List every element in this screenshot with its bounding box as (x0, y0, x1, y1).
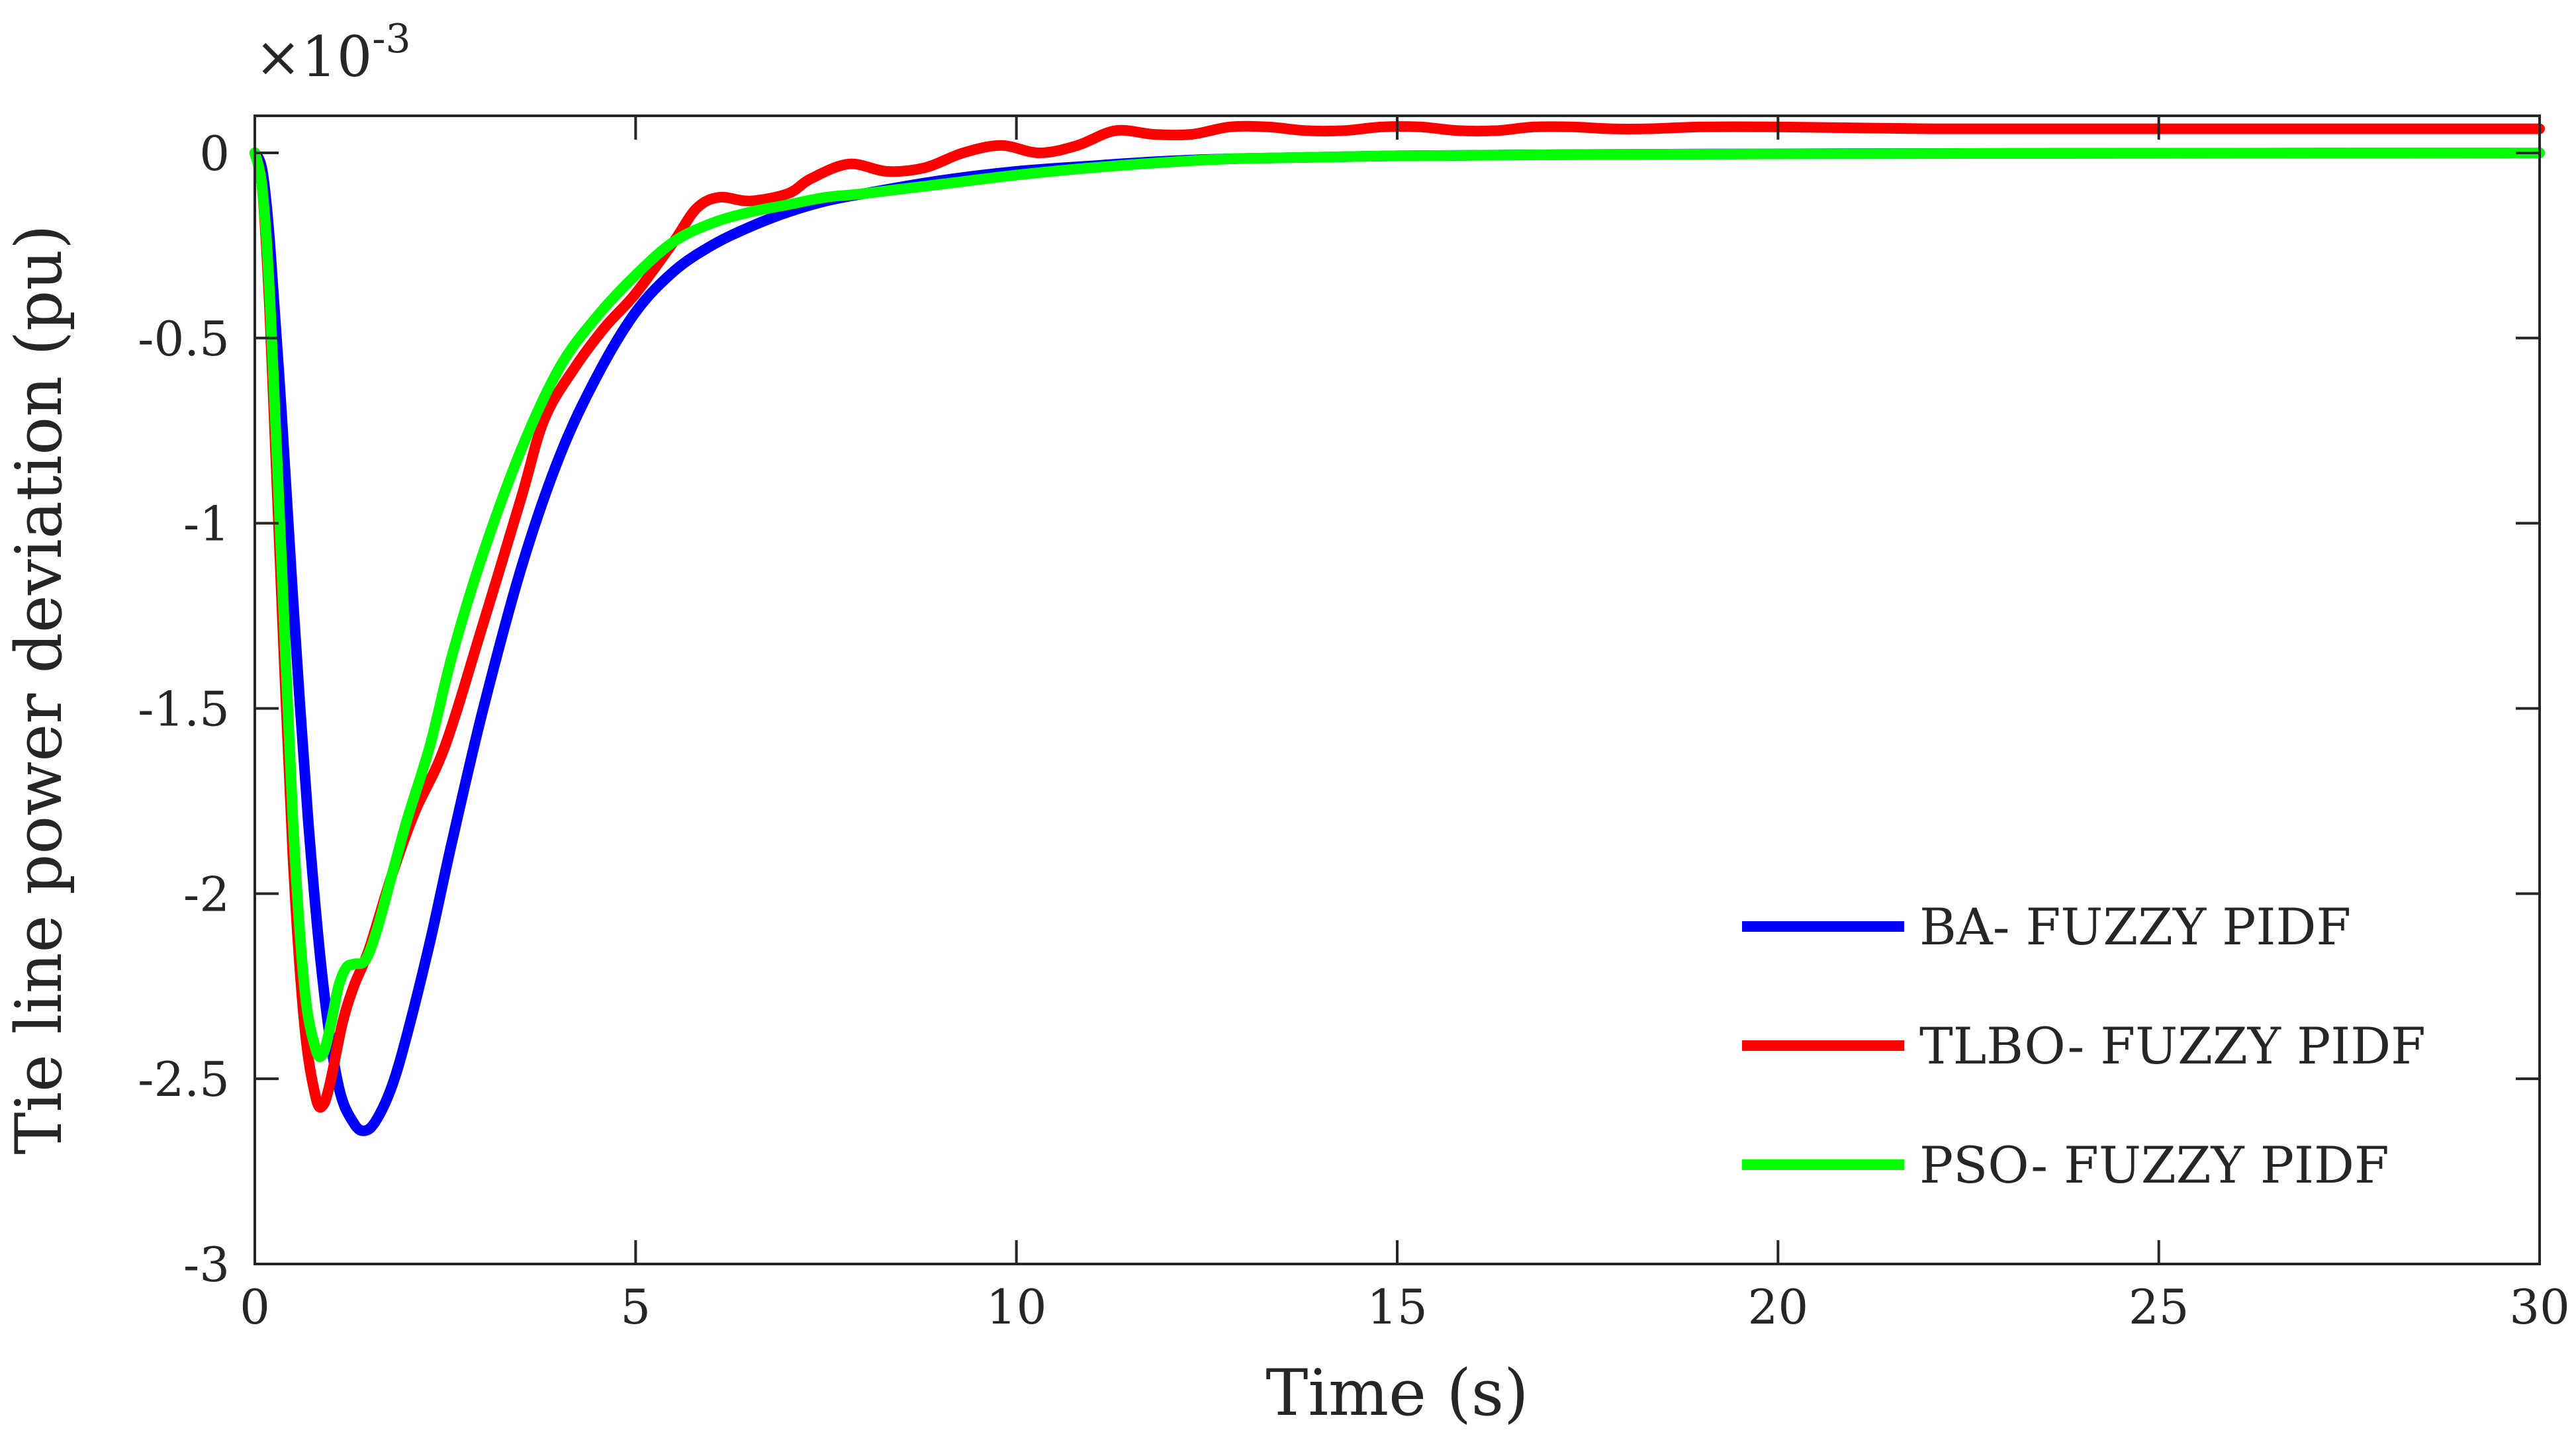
x-tick-label: 20 (1748, 1279, 1809, 1335)
x-tick-label: 5 (620, 1279, 651, 1335)
y-axis-label: Tie line power deviation (pu) (2, 224, 76, 1154)
x-tick-label: 30 (2509, 1279, 2570, 1335)
y-tick-label: -2.5 (138, 1052, 230, 1107)
x-ticks: 0 5 10 15 20 25 30 (240, 116, 2570, 1335)
y-tick-label: -3 (183, 1237, 230, 1292)
y-tick-label: -2 (183, 866, 230, 922)
y-tick-label: -1 (183, 496, 230, 552)
legend: BA- FUZZY PIDF TLBO- FUZZY PIDF PSO- FUZZY… (1742, 897, 2426, 1195)
series-line-3 (250, 148, 2545, 1062)
plot-area (255, 116, 2540, 1264)
x-tick-label: 10 (986, 1279, 1047, 1335)
series-layer (250, 120, 2545, 1136)
y-axis-multiplier-base: ×10 (255, 24, 372, 89)
y-tick-label: -1.5 (138, 681, 230, 737)
x-tick-label: 0 (240, 1279, 270, 1335)
y-tick-label: -0.5 (138, 311, 230, 367)
y-axis-multiplier: ×10-3 (255, 16, 411, 89)
y-axis-multiplier-exponent: -3 (372, 16, 410, 62)
y-tick-label: 0 (199, 126, 230, 181)
x-tick-label: 15 (1367, 1279, 1428, 1335)
x-tick-label: 25 (2129, 1279, 2189, 1335)
y-ticks: 0 -0.5 -1 -1.5 -2 -2.5 -3 (138, 126, 2540, 1292)
legend-label-2: TLBO- FUZZY PIDF (1919, 1016, 2426, 1075)
series-line-2 (250, 120, 2545, 1113)
legend-label-3: PSO- FUZZY PIDF (1919, 1136, 2389, 1195)
x-axis-label: Time (s) (1265, 1356, 1528, 1430)
legend-label-1: BA- FUZZY PIDF (1919, 897, 2351, 956)
